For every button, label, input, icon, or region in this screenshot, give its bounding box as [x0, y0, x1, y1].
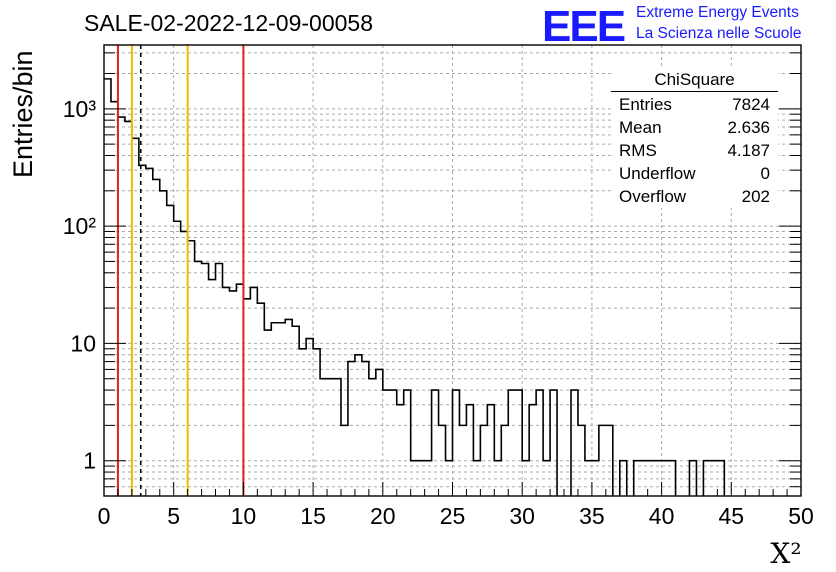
x-tick-label: 25 — [440, 503, 466, 529]
tick-layer — [103, 52, 802, 497]
chart-title: SALE-02-2022-12-09-00058 — [84, 10, 373, 36]
x-tick-label: 40 — [649, 503, 675, 529]
stats-label: RMS — [619, 141, 657, 160]
y-tick-label: 10³ — [63, 96, 97, 122]
stats-row-entries: Entries 7824 — [611, 93, 778, 116]
stats-box-title: ChiSquare — [611, 68, 778, 92]
stats-value: 4.187 — [727, 141, 770, 160]
stats-label: Entries — [619, 95, 672, 114]
histogram-layer — [104, 78, 726, 496]
stats-label: Mean — [619, 118, 662, 137]
stats-value: 0 — [760, 164, 770, 183]
stats-label: Overflow — [619, 187, 687, 206]
x-tick-label: 35 — [579, 503, 605, 529]
stats-value: 7824 — [732, 95, 770, 114]
y-tick-label: 10 — [70, 330, 96, 356]
stats-row-mean: Mean 2.636 — [611, 116, 778, 139]
tick-label-layer: 0 5 10 15 20 25 30 35 40 45 50 1 10 10² 10³ — [63, 96, 814, 529]
stats-value: 202 — [741, 187, 770, 206]
x-tick-label: 0 — [98, 503, 111, 529]
x-tick-label: 15 — [300, 503, 326, 529]
x-tick-label: 10 — [231, 503, 257, 529]
y-tick-label: 1 — [83, 448, 96, 474]
x-tick-label: 5 — [167, 503, 180, 529]
x-tick-label: 50 — [788, 503, 814, 529]
y-axis-label: Entries/bin — [8, 50, 38, 178]
logo-subtitle-line2: La Scienza nelle Scuole — [636, 25, 802, 42]
histogram-series — [104, 78, 726, 496]
stats-value: 2.636 — [727, 118, 770, 137]
x-axis-label: Χ² — [770, 537, 801, 570]
y-tick-label: 10² — [63, 213, 97, 239]
reference-lines-layer — [116, 45, 245, 496]
x-tick-label: 30 — [509, 503, 535, 529]
stats-row-overflow: Overflow 202 — [611, 185, 778, 208]
x-tick-label: 45 — [719, 503, 745, 529]
stats-row-rms: RMS 4.187 — [611, 139, 778, 162]
logo-subtitle-line1: Extreme Energy Events — [636, 4, 799, 21]
x-tick-label: 20 — [370, 503, 396, 529]
stats-box: ChiSquare Entries 7824 Mean 2.636 RMS 4.… — [611, 68, 778, 208]
stats-label: Underflow — [619, 164, 696, 183]
eee-logo: EEE — [542, 2, 626, 51]
stats-row-underflow: Underflow 0 — [611, 162, 778, 185]
